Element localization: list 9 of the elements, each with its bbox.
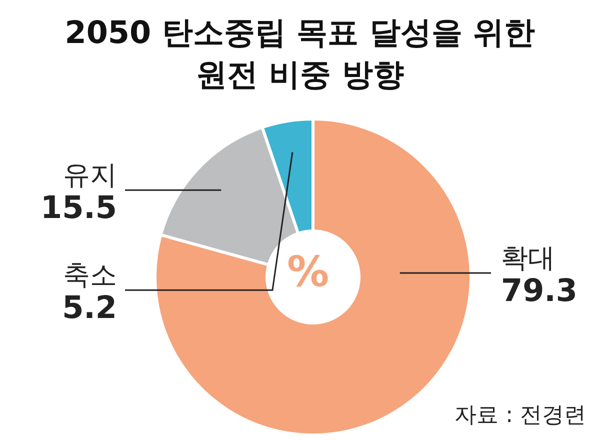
slice-label: 확대	[501, 243, 555, 274]
data-label: 15.5	[40, 190, 117, 226]
data-label: 79.3	[501, 273, 578, 309]
chart-title: 2050 탄소중립 목표 달성을 위한 원전 비중 방향	[64, 14, 536, 95]
slice-label: 유지	[63, 160, 117, 192]
data-label: 5.2	[62, 290, 117, 326]
text: 자료 : 전경련	[454, 402, 586, 430]
text: %	[286, 247, 330, 296]
slice-label: 축소	[63, 260, 117, 292]
